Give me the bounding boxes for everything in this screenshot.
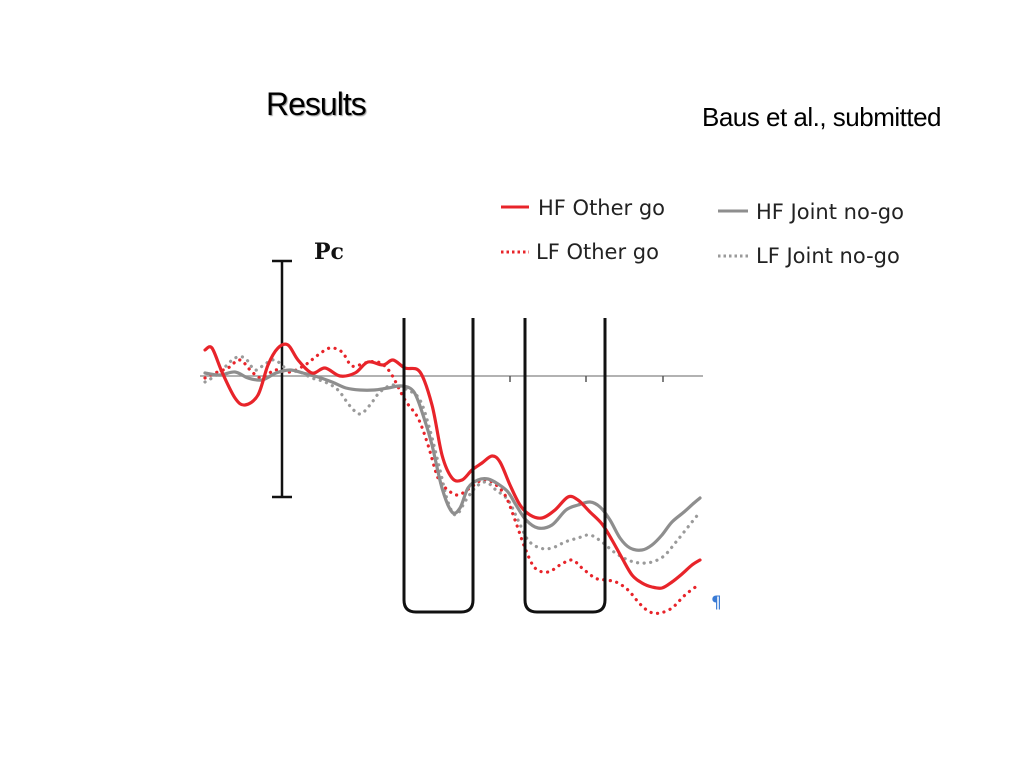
time-window-1: [402, 318, 475, 614]
legend-label: HF Other go: [538, 196, 665, 220]
series-layer: [203, 342, 702, 615]
legend-label: LF Other go: [536, 240, 659, 264]
legend-label: HF Joint no-go: [756, 200, 904, 224]
legend-label: LF Joint no-go: [756, 244, 900, 268]
series-line-hf-joint-no-go: [203, 368, 702, 552]
scale-bar: [272, 259, 292, 499]
slide-title: Results: [266, 86, 367, 122]
series-line-hf-other-go: [203, 342, 702, 590]
paragraph-mark: ¶: [711, 593, 722, 613]
series-line-lf-joint-no-go: [203, 355, 702, 565]
series-line-lf-other-go: [203, 346, 702, 615]
legend: HF Other go LF Other go HF Joint no-go L…: [501, 196, 904, 268]
x-ticks: [509, 376, 664, 382]
scale-bar-label: Pc: [314, 239, 344, 265]
time-window-2: [523, 318, 607, 614]
citation: Baus et al., submitted: [702, 102, 942, 132]
